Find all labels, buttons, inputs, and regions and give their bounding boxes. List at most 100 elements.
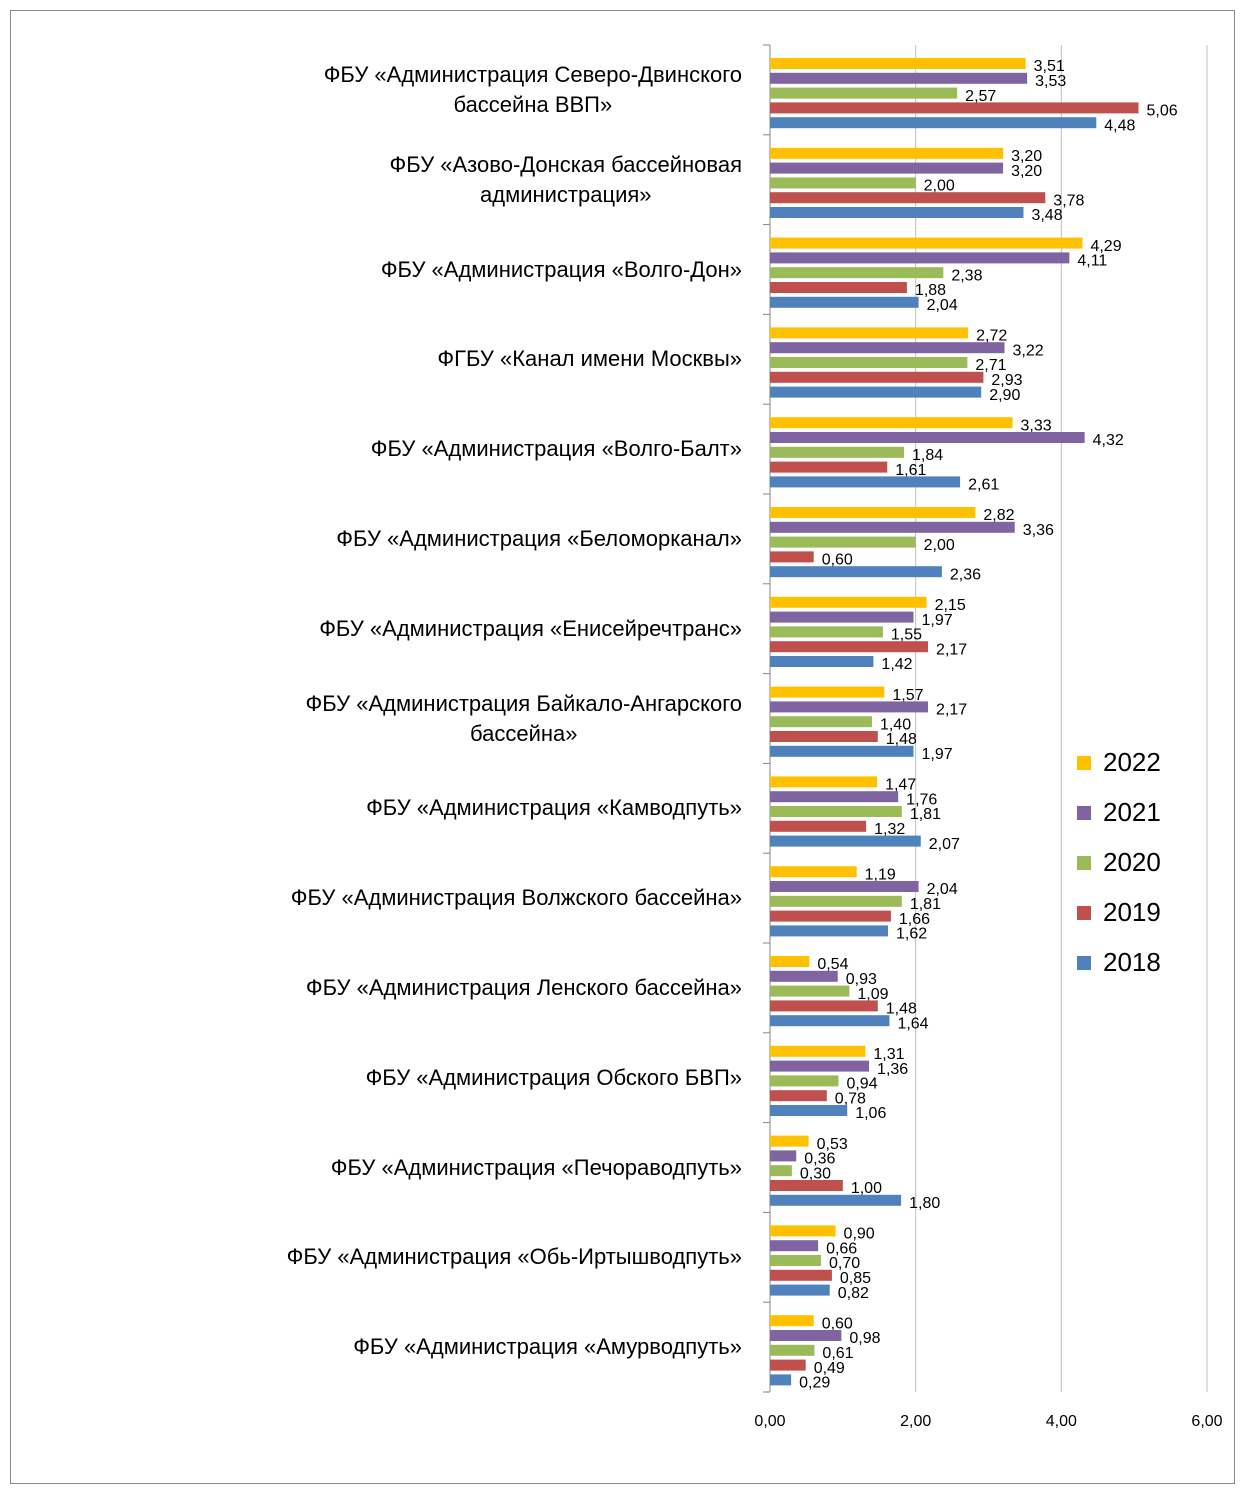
bar (770, 1105, 848, 1116)
bar (770, 1240, 819, 1252)
data-label: 0,53 (817, 1136, 848, 1153)
data-label: 1,55 (891, 627, 922, 644)
y-tick-label: ФБУ «Администрация «Волго-Дон» (380, 256, 742, 282)
bar (770, 507, 976, 518)
data-label: 0,98 (849, 1330, 880, 1347)
data-label: 1,61 (895, 462, 926, 479)
bar (770, 686, 885, 698)
data-label: 3,20 (1011, 148, 1042, 165)
bar (770, 1060, 870, 1072)
data-label: 2,07 (929, 836, 960, 853)
bar (770, 357, 968, 368)
bar (770, 866, 857, 878)
y-tick-label: ФБУ «Администрация «Волго-Балт» (370, 436, 742, 462)
data-label: 2,17 (936, 641, 967, 658)
bar (770, 1090, 827, 1102)
data-label: 0,78 (835, 1090, 866, 1107)
y-tick-label: ФБУ «Администрация Волжского бассейна» (290, 885, 742, 911)
bar (770, 162, 1004, 174)
data-label: 1,32 (874, 821, 905, 838)
bar (770, 551, 814, 563)
bar (770, 701, 929, 713)
bar (770, 776, 878, 788)
data-label: 0,66 (826, 1240, 857, 1257)
legend-label: 2020 (1103, 847, 1161, 877)
x-tick-label: 0,00 (754, 1413, 785, 1430)
legend-label: 2021 (1103, 797, 1161, 827)
bar (770, 476, 961, 488)
data-label: 0,30 (800, 1165, 831, 1182)
data-label: 0,49 (814, 1360, 845, 1377)
bar (770, 881, 919, 892)
data-label: 0,54 (817, 956, 848, 973)
data-label: 1,48 (886, 1001, 917, 1018)
legend-swatch (1077, 906, 1091, 920)
x-tick-label: 6,00 (1191, 1413, 1222, 1430)
y-tick-label: ФБУ «Администрация Обского БВП» (365, 1064, 742, 1090)
bar (770, 58, 1026, 69)
bar (770, 327, 969, 339)
data-label: 2,04 (927, 297, 958, 314)
data-label: 1,64 (897, 1015, 928, 1032)
y-tick-label: ФБУ «Администрация «Енисейречтранс» (319, 615, 742, 641)
data-label: 3,36 (1023, 522, 1054, 539)
bar (770, 641, 929, 653)
data-label: 2,71 (975, 357, 1006, 374)
y-tick-label: ФБУ «Администрация «Печораводпуть» (330, 1154, 742, 1180)
y-tick-label: ФБУ «Администрация Байкало-Ангарского ба… (305, 690, 742, 746)
data-label: 3,20 (1011, 163, 1042, 180)
x-tick-label: 2,00 (900, 1413, 931, 1430)
data-label: 1,81 (910, 896, 941, 913)
bar (770, 1284, 830, 1296)
y-tick-label: ФБУ «Азово-Донская бассейновая администр… (389, 151, 742, 207)
bar (770, 1194, 902, 1206)
bar (770, 1255, 821, 1266)
bar (770, 925, 888, 937)
data-label: 2,36 (950, 566, 981, 583)
bar (770, 386, 982, 398)
data-label: 0,29 (799, 1375, 830, 1392)
bar (770, 745, 914, 757)
bar (770, 835, 921, 847)
data-label: 2,15 (935, 597, 966, 614)
legend-swatch (1077, 806, 1091, 820)
legend-label: 2019 (1103, 897, 1161, 927)
bar (770, 237, 1083, 249)
data-label: 4,29 (1090, 238, 1121, 255)
bar (770, 1344, 815, 1356)
y-tick-label: ФГБУ «Канал имени Москвы» (437, 346, 742, 372)
bar (770, 791, 899, 803)
data-label: 2,00 (924, 537, 955, 554)
bar (770, 461, 888, 473)
data-label: 1,19 (865, 866, 896, 883)
chart-border (10, 10, 1235, 1484)
data-label: 3,33 (1021, 417, 1052, 434)
bar (770, 72, 1028, 84)
bar (770, 1180, 843, 1191)
bar (770, 970, 838, 982)
bar (770, 417, 1013, 429)
bar (770, 626, 883, 638)
bar (770, 820, 867, 832)
data-label: 3,78 (1053, 192, 1084, 209)
data-label: 5,06 (1147, 103, 1178, 120)
bar (770, 371, 984, 383)
bar (770, 656, 874, 667)
data-label: 1,57 (892, 687, 923, 704)
bar (770, 296, 919, 308)
bar (770, 731, 878, 742)
bar (770, 806, 902, 817)
data-label: 2,61 (968, 477, 999, 494)
bar (770, 1045, 866, 1057)
y-tick-label: ФБУ «Администрация «Амурводпуть» (353, 1334, 742, 1360)
x-tick-label: 4,00 (1046, 1413, 1077, 1430)
bar (770, 1269, 832, 1281)
bar (770, 1150, 797, 1162)
data-label: 1,40 (880, 716, 911, 733)
data-label: 3,22 (1013, 342, 1044, 359)
bar (770, 536, 916, 548)
data-label: 2,82 (983, 507, 1014, 524)
data-label: 0,94 (846, 1076, 877, 1093)
data-label: 2,38 (951, 267, 982, 284)
